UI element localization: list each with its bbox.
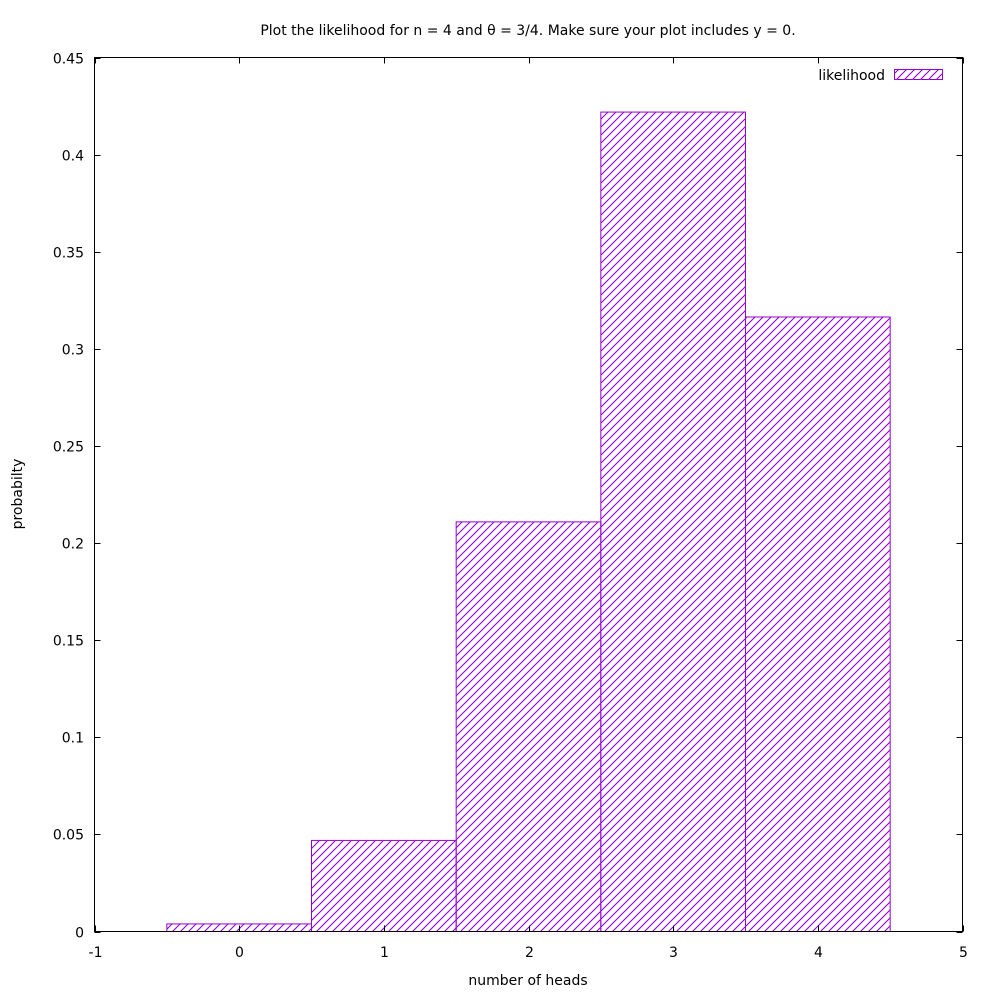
x-tick-label: 2 xyxy=(525,945,534,961)
tick-labels: -1 0 1 2 3 4 5 0 0.05 0.1 0.15 0.2 0.25 0.3 0.35 0.4 0.4… xyxy=(53,52,968,962)
y-tick-label: 0.4 xyxy=(62,149,84,165)
y-tick-label: 0.2 xyxy=(62,537,84,553)
chart-title: Plot the likelihood for n = 4 and θ = 3/… xyxy=(260,23,795,39)
x-tick-label: 4 xyxy=(814,945,823,961)
x-tick-label: 0 xyxy=(235,945,244,961)
bars xyxy=(166,111,891,933)
bar-4 xyxy=(745,316,891,932)
y-tick-label: 0.15 xyxy=(53,634,84,650)
y-tick-label: 0.3 xyxy=(62,343,84,359)
y-axis-label: probabilty xyxy=(10,459,26,530)
plot-frame xyxy=(94,57,963,932)
x-axis-label: number of heads xyxy=(468,973,587,989)
x-tick-label: 3 xyxy=(669,945,678,961)
y-tick-label: 0.45 xyxy=(53,52,84,68)
axis-ticks xyxy=(94,57,964,933)
bar-2 xyxy=(455,521,602,932)
legend: likelihood xyxy=(818,68,943,84)
legend-label: likelihood xyxy=(818,68,885,84)
legend-swatch xyxy=(894,69,943,80)
x-tick-label: 1 xyxy=(380,945,389,961)
y-tick-label: 0.35 xyxy=(53,246,84,262)
x-tick-label: 5 xyxy=(959,945,968,961)
x-tick-label: -1 xyxy=(89,945,103,961)
y-tick-label: 0.05 xyxy=(53,828,84,844)
y-tick-label: 0.1 xyxy=(62,731,84,747)
bar-1 xyxy=(311,839,457,933)
y-tick-label: 0.25 xyxy=(53,440,84,456)
bar-3 xyxy=(600,111,746,933)
y-tick-label: 0 xyxy=(75,926,84,942)
